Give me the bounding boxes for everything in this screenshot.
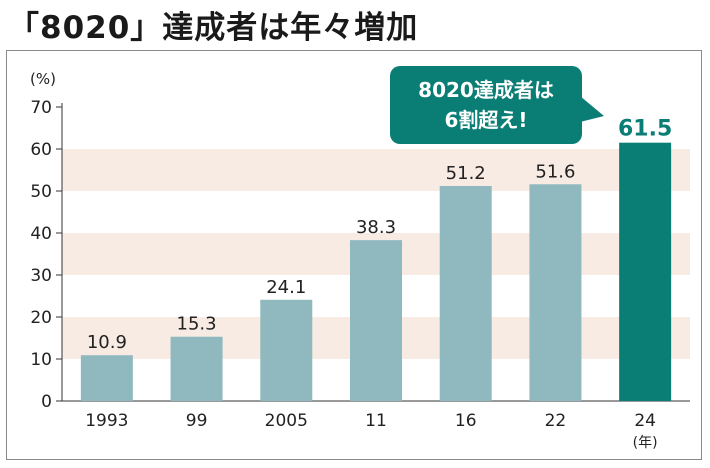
bar-value-label: 61.5 xyxy=(618,117,672,142)
callout-text: 8020達成者は xyxy=(418,78,554,102)
bar xyxy=(80,355,133,401)
callout-pointer xyxy=(580,96,604,122)
x-unit-label: (年) xyxy=(633,435,658,451)
y-tick-label: 30 xyxy=(30,266,52,286)
y-tick-label: 50 xyxy=(30,182,52,202)
x-tick-label: 16 xyxy=(455,411,477,431)
page-title: 「8020」達成者は年々増加 xyxy=(8,10,419,46)
bar xyxy=(529,184,582,401)
y-tick-label: 40 xyxy=(30,224,52,244)
background-band xyxy=(62,149,690,191)
y-tick-label: 20 xyxy=(30,308,52,328)
x-tick-label: 24 xyxy=(634,411,656,431)
bar-value-label: 15.3 xyxy=(177,314,217,335)
callout-bubble xyxy=(390,66,582,144)
x-tick-label: 1993 xyxy=(85,411,128,431)
bar-value-label: 51.2 xyxy=(446,163,486,184)
y-unit-label: (%) xyxy=(30,70,56,88)
y-tick-label: 10 xyxy=(30,350,52,370)
x-tick-label: 22 xyxy=(545,411,567,431)
x-tick-label: 11 xyxy=(365,411,387,431)
bar xyxy=(170,336,223,401)
bar-value-label: 24.1 xyxy=(266,277,306,298)
bar-value-label: 10.9 xyxy=(87,332,127,353)
bar-value-label: 38.3 xyxy=(356,217,396,238)
y-tick-label: 70 xyxy=(30,98,52,118)
bar-value-label: 51.6 xyxy=(535,161,575,182)
x-tick-label: 2005 xyxy=(265,411,308,431)
callout-text: 6割超え! xyxy=(444,108,527,132)
bar xyxy=(260,299,313,401)
x-tick-label: 99 xyxy=(186,411,208,431)
y-tick-label: 60 xyxy=(30,140,52,160)
y-tick-label: 0 xyxy=(41,392,52,412)
bar xyxy=(439,185,492,401)
bar xyxy=(619,142,672,401)
bar xyxy=(350,240,402,401)
